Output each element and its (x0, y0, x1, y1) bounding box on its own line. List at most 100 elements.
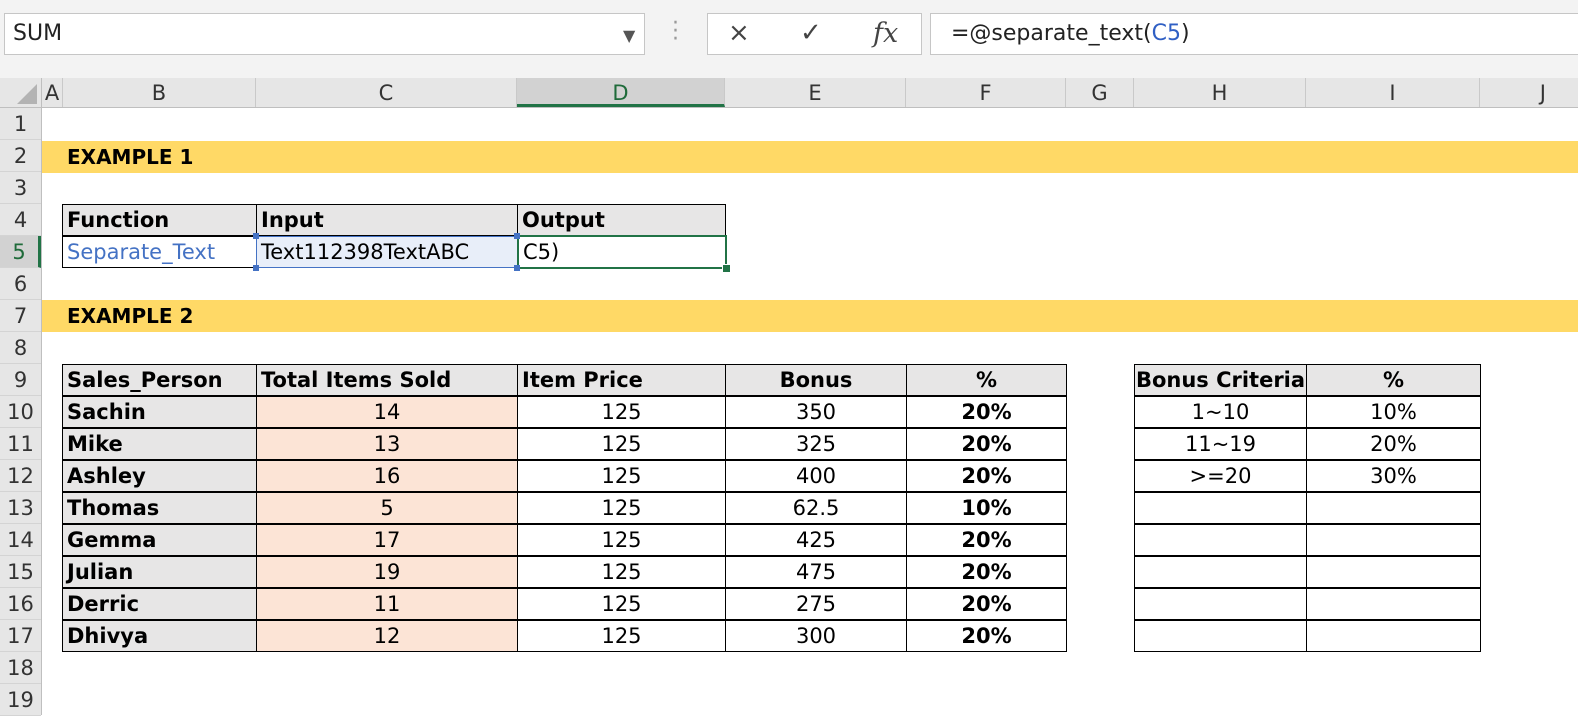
row-header[interactable]: 7 (0, 300, 41, 332)
row-header[interactable]: 11 (0, 428, 41, 460)
ref-handle-bottom-left[interactable] (253, 265, 259, 271)
criteria-percent-cell[interactable] (1306, 492, 1481, 524)
column-header-d[interactable]: D (517, 78, 725, 107)
row-header[interactable]: 3 (0, 172, 41, 204)
items-sold-cell[interactable]: 14 (256, 396, 518, 428)
row-header-selected[interactable]: 5 (0, 236, 41, 268)
row-header[interactable]: 6 (0, 268, 41, 300)
percent-cell[interactable]: 20% (906, 588, 1067, 620)
bonus-cell[interactable]: 475 (725, 556, 907, 588)
insert-function-icon[interactable]: fx (873, 18, 899, 49)
ex1-function-cell[interactable]: Separate_Text (62, 236, 257, 268)
ex1-header-output[interactable]: Output (517, 204, 726, 236)
close-icon[interactable]: × (728, 18, 750, 48)
row-header[interactable]: 15 (0, 556, 41, 588)
bonus-cell[interactable]: 400 (725, 460, 907, 492)
criteria-percent-cell[interactable]: 20% (1306, 428, 1481, 460)
ex1-output-cell-active[interactable]: C5) (517, 235, 727, 269)
percent-cell[interactable]: 20% (906, 556, 1067, 588)
item-price-cell[interactable]: 125 (517, 556, 726, 588)
sales-person-cell[interactable]: Thomas (62, 492, 257, 524)
criteria-percent-cell[interactable]: 30% (1306, 460, 1481, 492)
check-icon[interactable]: ✓ (800, 18, 822, 48)
percent-cell[interactable]: 20% (906, 524, 1067, 556)
sales-person-cell[interactable]: Mike (62, 428, 257, 460)
items-sold-cell[interactable]: 5 (256, 492, 518, 524)
ex2-header-total-items[interactable]: Total Items Sold (256, 364, 518, 396)
criteria-range-cell[interactable] (1134, 492, 1307, 524)
chevron-down-icon[interactable]: ▼ (623, 26, 636, 45)
row-header[interactable]: 14 (0, 524, 41, 556)
criteria-percent-cell[interactable] (1306, 588, 1481, 620)
select-all-button[interactable] (0, 78, 42, 107)
items-sold-cell[interactable]: 12 (256, 620, 518, 652)
sales-person-cell[interactable]: Gemma (62, 524, 257, 556)
column-header-f[interactable]: F (906, 78, 1066, 107)
criteria-range-cell[interactable] (1134, 524, 1307, 556)
row-header[interactable]: 18 (0, 652, 41, 684)
criteria-percent-cell[interactable]: 10% (1306, 396, 1481, 428)
row-header[interactable]: 13 (0, 492, 41, 524)
items-sold-cell[interactable]: 11 (256, 588, 518, 620)
criteria-header-percent[interactable]: % (1306, 364, 1481, 396)
row-header[interactable]: 9 (0, 364, 41, 396)
criteria-percent-cell[interactable] (1306, 556, 1481, 588)
ref-handle-top-right[interactable] (514, 233, 520, 239)
sales-person-cell[interactable]: Ashley (62, 460, 257, 492)
items-sold-cell[interactable]: 13 (256, 428, 518, 460)
row-header[interactable]: 4 (0, 204, 41, 236)
criteria-range-cell[interactable] (1134, 620, 1307, 652)
percent-cell[interactable]: 20% (906, 396, 1067, 428)
ex2-header-sales-person[interactable]: Sales_Person (62, 364, 257, 396)
item-price-cell[interactable]: 125 (517, 492, 726, 524)
sales-person-cell[interactable]: Dhivya (62, 620, 257, 652)
percent-cell[interactable]: 20% (906, 428, 1067, 460)
criteria-range-cell[interactable] (1134, 588, 1307, 620)
bonus-cell[interactable]: 300 (725, 620, 907, 652)
percent-cell[interactable]: 10% (906, 492, 1067, 524)
fill-handle[interactable] (722, 264, 731, 273)
row-header[interactable]: 8 (0, 332, 41, 364)
criteria-percent-cell[interactable] (1306, 620, 1481, 652)
ref-handle-bottom-right[interactable] (514, 265, 520, 271)
drag-handle-icon[interactable]: · · · (672, 11, 679, 52)
percent-cell[interactable]: 20% (906, 620, 1067, 652)
column-header-c[interactable]: C (256, 78, 517, 107)
sales-person-cell[interactable]: Derric (62, 588, 257, 620)
criteria-range-cell[interactable]: 11~19 (1134, 428, 1307, 460)
item-price-cell[interactable]: 125 (517, 428, 726, 460)
item-price-cell[interactable]: 125 (517, 588, 726, 620)
example1-banner[interactable]: EXAMPLE 1 (42, 141, 1578, 173)
item-price-cell[interactable]: 125 (517, 460, 726, 492)
criteria-range-cell[interactable]: 1~10 (1134, 396, 1307, 428)
criteria-percent-cell[interactable] (1306, 524, 1481, 556)
ex2-header-percent[interactable]: % (906, 364, 1067, 396)
row-header[interactable]: 1 (0, 108, 41, 140)
row-header[interactable]: 12 (0, 460, 41, 492)
row-header[interactable]: 10 (0, 396, 41, 428)
name-box[interactable]: SUM ▼ (4, 13, 645, 55)
item-price-cell[interactable]: 125 (517, 396, 726, 428)
example2-banner[interactable]: EXAMPLE 2 (42, 300, 1578, 332)
column-header-g[interactable]: G (1066, 78, 1134, 107)
column-header-h[interactable]: H (1134, 78, 1306, 107)
ex2-header-bonus[interactable]: Bonus (725, 364, 907, 396)
sales-person-cell[interactable]: Julian (62, 556, 257, 588)
column-header-e[interactable]: E (725, 78, 906, 107)
bonus-cell[interactable]: 275 (725, 588, 907, 620)
ex2-header-item-price[interactable]: Item Price (517, 364, 726, 396)
ex1-header-input[interactable]: Input (256, 204, 518, 236)
items-sold-cell[interactable]: 17 (256, 524, 518, 556)
ex1-header-function[interactable]: Function (62, 204, 257, 236)
item-price-cell[interactable]: 125 (517, 620, 726, 652)
column-header-i[interactable]: I (1306, 78, 1480, 107)
bonus-cell[interactable]: 325 (725, 428, 907, 460)
criteria-header-range[interactable]: Bonus Criteria (1134, 364, 1307, 396)
bonus-cell[interactable]: 62.5 (725, 492, 907, 524)
row-header[interactable]: 19 (0, 684, 41, 716)
row-header[interactable]: 16 (0, 588, 41, 620)
row-header[interactable]: 17 (0, 620, 41, 652)
column-header-j[interactable]: J (1539, 81, 1546, 105)
column-header-b[interactable]: B (63, 78, 256, 107)
criteria-range-cell[interactable]: >=20 (1134, 460, 1307, 492)
